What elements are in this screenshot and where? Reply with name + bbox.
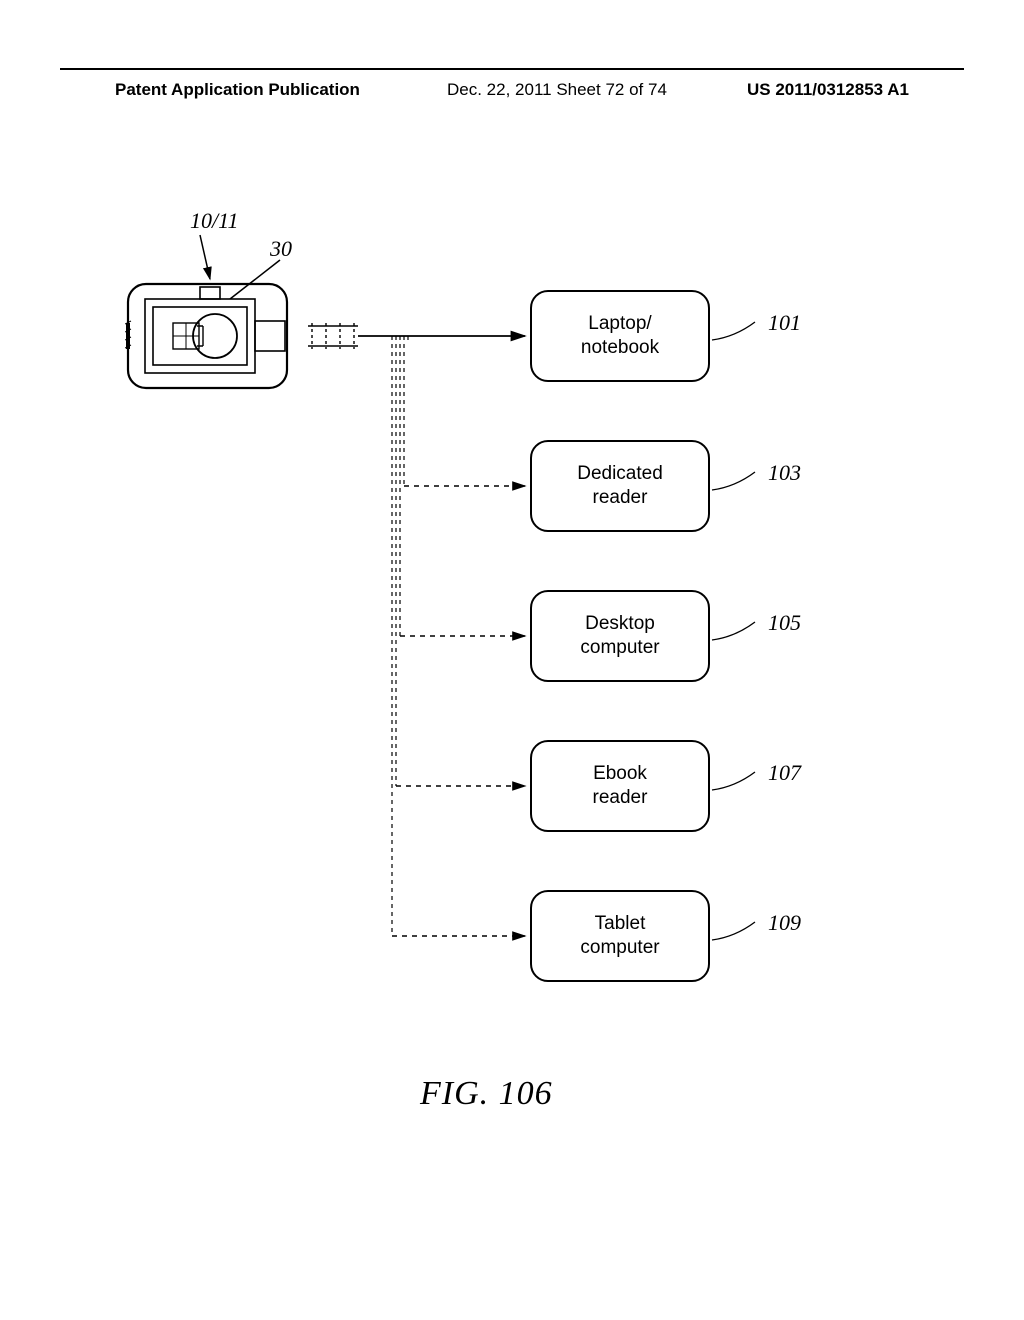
connection-bus <box>0 0 1024 1320</box>
ref-105: 105 <box>768 610 801 636</box>
node-ebook: Ebook reader <box>530 740 710 832</box>
node-line2: reader <box>593 786 648 810</box>
ref-109: 109 <box>768 910 801 936</box>
node-tablet: Tablet computer <box>530 890 710 982</box>
node-line2: reader <box>593 486 648 510</box>
node-line1: Ebook <box>593 762 647 786</box>
node-line1: Desktop <box>585 612 655 636</box>
node-desktop: Desktop computer <box>530 590 710 682</box>
node-line2: computer <box>580 936 659 960</box>
figure-caption: FIG. 106 <box>420 1075 553 1113</box>
node-dedicated: Dedicated reader <box>530 440 710 532</box>
ref-103: 103 <box>768 460 801 486</box>
node-line1: Dedicated <box>577 462 663 486</box>
ref-107: 107 <box>768 760 801 786</box>
node-line1: Laptop/ <box>588 312 651 336</box>
node-line1: Tablet <box>595 912 646 936</box>
ref-101: 101 <box>768 310 801 336</box>
page: Patent Application Publication Dec. 22, … <box>0 0 1024 1320</box>
node-laptop: Laptop/ notebook <box>530 290 710 382</box>
node-line2: computer <box>580 636 659 660</box>
node-line2: notebook <box>581 336 659 360</box>
